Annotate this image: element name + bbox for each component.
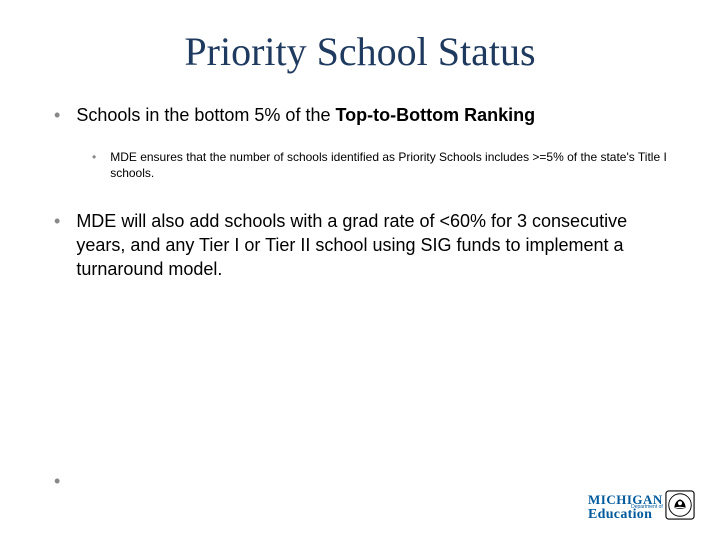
slide-container: Priority School Status • Schools in the … [0,0,720,540]
bullet-level1-item: • MDE will also add schools with a grad … [50,209,670,281]
logo-text-block: MICHIGAN Department of Education [588,493,663,522]
bullet-text-bold: Top-to-Bottom Ranking [335,105,535,125]
bullet-text-prefix: Schools in the bottom 5% of the [76,105,335,125]
empty-bullet-dot-icon: • [54,471,60,492]
bullet-text: MDE will also add schools with a grad ra… [76,209,670,281]
bullet-dot-icon: • [54,103,60,127]
slide-title: Priority School Status [50,28,670,75]
bullet-dot-icon: • [92,149,96,165]
logo-line-education: Education [588,508,663,522]
bullet-text: Schools in the bottom 5% of the Top-to-B… [76,103,535,127]
bullet-dot-icon: • [54,209,60,233]
bullet-text: MDE ensures that the number of schools i… [110,149,670,181]
bullet-level1-item: • Schools in the bottom 5% of the Top-to… [50,103,670,127]
logo-seal-icon [665,490,695,520]
bullet-level2-item: • MDE ensures that the number of schools… [50,149,670,181]
michigan-education-logo: MICHIGAN Department of Education [588,474,698,522]
